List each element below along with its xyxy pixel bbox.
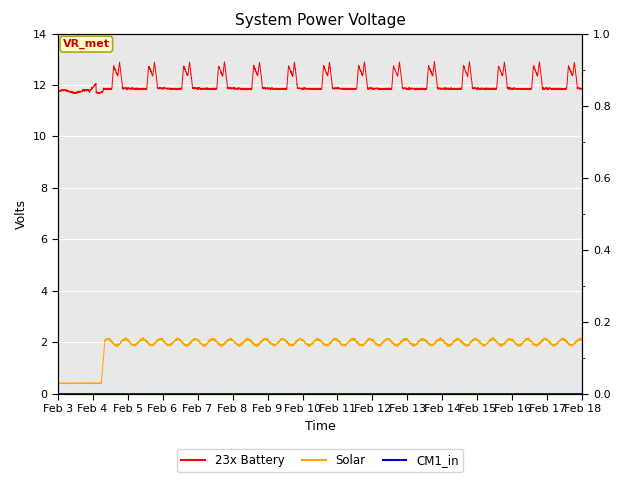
Legend: 23x Battery, Solar, CM1_in: 23x Battery, Solar, CM1_in [177,449,463,472]
23x Battery [467,76,475,82]
CM1_in [467,391,475,396]
CM1_in [408,391,416,396]
Y-axis label: Volts: Volts [15,199,28,228]
Solar [409,343,417,348]
CM1_in [54,391,61,396]
Solar [301,339,308,345]
23x Battery [579,86,586,92]
Solar [148,342,156,348]
CM1_in [578,391,586,396]
Solar [467,338,475,344]
CM1_in [148,391,156,396]
23x Battery [71,91,79,96]
Solar [578,337,586,343]
23x Battery [438,86,445,92]
CM1_in [300,391,308,396]
23x Battery [54,88,61,94]
CM1_in [579,391,586,396]
X-axis label: Time: Time [305,420,335,432]
23x Battery [300,85,308,91]
Solar [438,336,445,342]
23x Battery [431,59,438,64]
23x Battery [408,86,416,92]
Text: VR_met: VR_met [63,39,110,49]
Solar [579,337,586,343]
Title: System Power Voltage: System Power Voltage [235,13,405,28]
Solar [140,335,147,340]
23x Battery [148,72,156,77]
Line: 23x Battery: 23x Battery [58,61,582,94]
23x Battery [578,85,586,91]
CM1_in [438,391,445,396]
Line: Solar: Solar [58,337,582,384]
Solar [92,381,100,387]
Solar [54,381,61,386]
